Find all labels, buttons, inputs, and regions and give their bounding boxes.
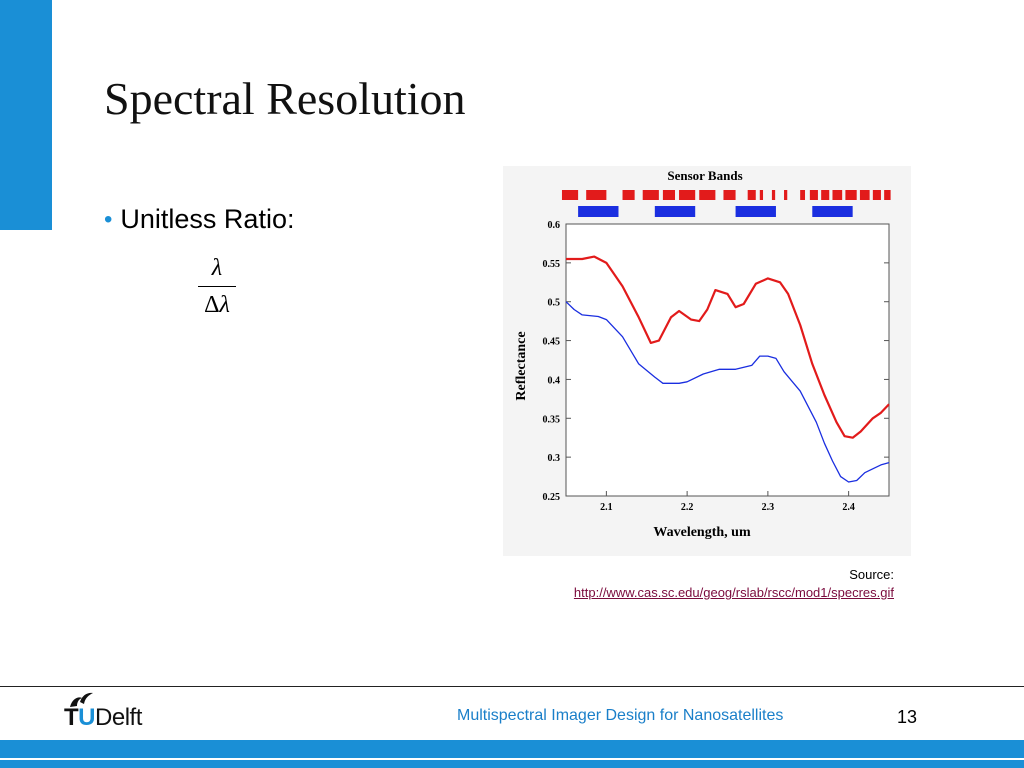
sensor-band-red	[859, 190, 870, 200]
axis-ticks: 0.25 0.3 0.35 0.4 0.45 0.5 0.55 0.6 2.1 2.2 2.3 2.4	[543, 220, 889, 513]
chart-title: Sensor Bands	[667, 168, 742, 183]
sensor-band-red	[845, 190, 857, 200]
formula-fraction: λ Δλ	[198, 253, 236, 320]
slide-title: Spectral Resolution	[104, 73, 466, 124]
logo-delft: Delft	[95, 704, 142, 731]
y-tick-label: 0.3	[548, 453, 561, 464]
plot-frame	[565, 223, 890, 497]
logo-wordmark: TUDelft	[64, 704, 142, 732]
logo-flame-icon	[70, 692, 93, 707]
sensor-band-red	[771, 190, 776, 200]
x-tick-label: 2.1	[600, 502, 613, 513]
sensor-band-blue	[812, 206, 853, 217]
y-axis-label: Reflectance	[514, 331, 529, 400]
sensor-band-red	[622, 190, 635, 200]
footer-divider	[0, 686, 1024, 687]
bottom-band-stripe	[0, 758, 1024, 760]
formula-numerator: λ	[211, 255, 223, 281]
sensor-band-red	[561, 190, 579, 200]
series-line-red	[566, 255, 890, 439]
sensor-band-red	[759, 190, 764, 200]
sensor-band-red	[642, 190, 659, 200]
sensor-band-red	[809, 190, 818, 200]
logo-u: U	[78, 704, 96, 731]
bullet-dot-icon: •	[104, 205, 113, 233]
tu-delft-logo: TUDelft	[64, 690, 174, 734]
sensor-band-red	[821, 190, 830, 200]
sensor-band-red	[586, 190, 607, 200]
x-tick-label: 2.4	[842, 502, 855, 513]
sensor-band-red	[679, 190, 696, 200]
x-axis-label: Wavelength, um	[653, 525, 751, 540]
sensor-band-red	[872, 190, 881, 200]
sensor-band-red	[884, 190, 891, 200]
sensor-band-red	[723, 190, 736, 200]
source-label: Source:	[849, 567, 894, 582]
y-tick-label: 0.45	[543, 337, 561, 348]
source-link[interactable]: http://www.cas.sc.edu/geog/rslab/rscc/mo…	[573, 585, 894, 600]
spectral-chart: Sensor Bands 0.25 0.3 0.35 0.4 0.45 0.5 0.55 0.…	[503, 166, 911, 556]
sensor-band-red	[747, 190, 756, 200]
sensor-band-red	[699, 190, 716, 200]
sensor-band-red	[784, 190, 788, 200]
formula-fraction-line	[198, 286, 236, 287]
series-layer	[565, 255, 890, 483]
bullet-item: • Unitless Ratio:	[104, 204, 294, 235]
sensor-band-blue	[654, 206, 696, 217]
sensor-band-blue	[578, 206, 619, 217]
x-tick-label: 2.2	[681, 502, 694, 513]
formula-denominator-symbol: λ	[219, 292, 230, 318]
footer-title: Multispectral Imager Design for Nanosate…	[457, 707, 784, 724]
logo-t: T	[64, 704, 79, 731]
sensor-bands	[561, 190, 891, 217]
y-tick-label: 0.5	[548, 298, 561, 309]
bullet-text: Unitless Ratio:	[120, 204, 295, 234]
formula-denominator: Δλ	[198, 290, 236, 320]
bottom-band	[0, 740, 1024, 768]
formula-delta: Δ	[204, 292, 220, 318]
y-tick-label: 0.25	[543, 492, 561, 503]
sensor-band-red	[800, 190, 806, 200]
chart-svg: Sensor Bands 0.250.30.350.40.450.50.550.…	[514, 168, 891, 540]
source-citation: Source: http://www.cas.sc.edu/geog/rslab…	[574, 566, 894, 602]
page-number: 13	[897, 707, 918, 727]
sensor-band-red	[832, 190, 843, 200]
series-line-blue	[565, 301, 890, 483]
y-tick-label: 0.4	[548, 375, 561, 386]
y-tick-label: 0.6	[548, 220, 561, 231]
x-tick-label: 2.3	[762, 502, 775, 513]
sensor-band-blue	[735, 206, 776, 217]
y-tick-label: 0.55	[543, 259, 561, 270]
accent-bar	[0, 0, 52, 230]
sensor-band-red	[662, 190, 676, 200]
y-tick-label: 0.35	[543, 414, 561, 425]
